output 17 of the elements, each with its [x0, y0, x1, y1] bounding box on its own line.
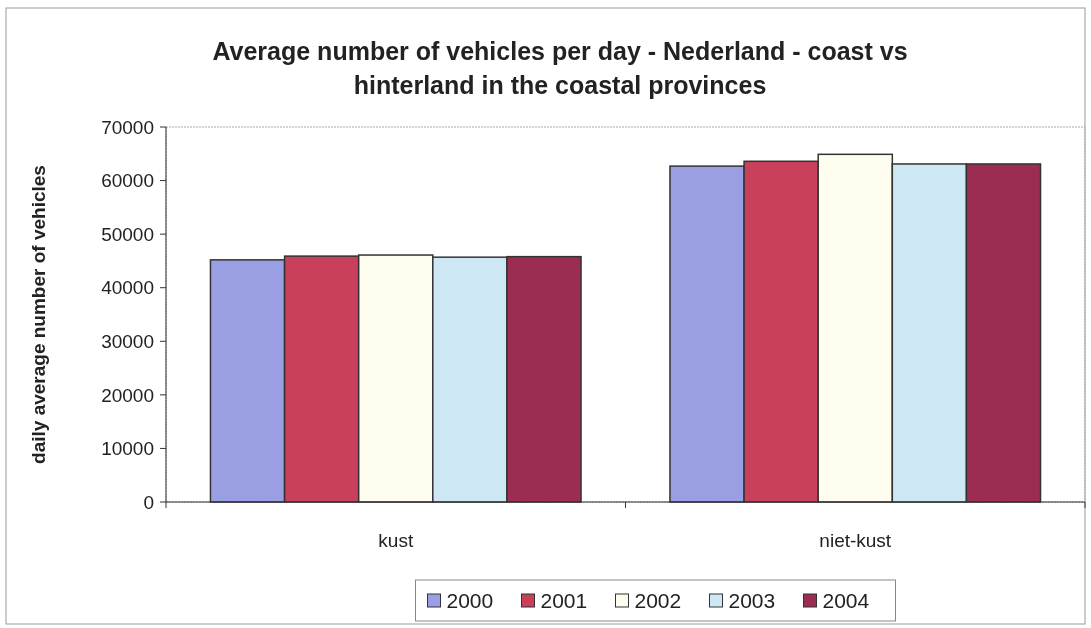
chart-title: Average number of vehicles per day - Nederland - coast vs hinterland in the coastal provinces: [212, 37, 908, 99]
y-tick-label: 0: [143, 491, 154, 513]
legend-label: 2004: [822, 589, 870, 612]
x-tick-label: kust: [378, 530, 414, 551]
x-tick-label: niet-kust: [819, 530, 892, 551]
legend-label: 2001: [540, 589, 588, 612]
y-tick-label: 60000: [101, 170, 154, 192]
y-tick-label: 70000: [101, 116, 154, 138]
legend-label: 2000: [446, 589, 494, 612]
y-tick-label: 50000: [101, 223, 154, 245]
y-tick-label: 40000: [101, 277, 154, 299]
y-tick-label: 20000: [101, 384, 154, 406]
legend-label: 2002: [634, 589, 682, 612]
y-axis-title: daily average number of vehicles: [28, 165, 49, 464]
y-tick-label: 30000: [101, 330, 154, 352]
y-tick-label: 10000: [101, 438, 154, 460]
legend-label: 2003: [728, 589, 776, 612]
